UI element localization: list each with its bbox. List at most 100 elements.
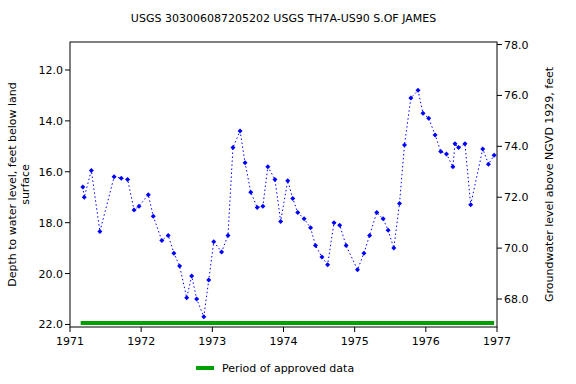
series-line	[83, 90, 494, 316]
data-point	[248, 190, 253, 195]
y2-tick-label: 70.0	[504, 242, 529, 255]
y-tick	[65, 273, 70, 274]
data-point	[89, 168, 94, 173]
chart: USGS 303006087205202 USGS TH7A-US90 S.OF…	[0, 0, 576, 384]
y2-tick	[497, 299, 502, 300]
data-point	[119, 176, 124, 181]
y-tick-label: 14.0	[39, 115, 64, 128]
data-point	[243, 160, 248, 165]
data-point	[194, 297, 199, 302]
x-tick	[141, 327, 142, 332]
data-point	[230, 145, 235, 150]
data-point	[486, 162, 491, 167]
x-tick	[497, 327, 498, 332]
data-point	[355, 267, 360, 272]
data-point	[433, 132, 438, 137]
data-point	[344, 243, 349, 248]
data-point	[308, 225, 313, 230]
y-tick	[65, 222, 70, 223]
data-point	[184, 295, 189, 300]
y2-tick	[497, 95, 502, 96]
y2-tick-label: 72.0	[504, 191, 529, 204]
x-tick-label: 1976	[412, 335, 440, 348]
data-point	[426, 116, 431, 121]
data-point	[456, 145, 461, 150]
title: USGS 303006087205202 USGS TH7A-US90 S.OF…	[131, 12, 436, 25]
legend-swatch	[196, 366, 214, 370]
data-point	[159, 238, 164, 243]
data-point	[189, 274, 194, 279]
data-point	[462, 141, 467, 146]
plot-area	[80, 88, 496, 323]
x-tick	[212, 327, 213, 332]
data-point	[171, 251, 176, 256]
data-point	[238, 129, 243, 134]
data-point	[80, 185, 85, 190]
background	[0, 0, 576, 384]
data-point	[420, 111, 425, 116]
data-point	[402, 143, 407, 148]
y-tick-label: 16.0	[39, 166, 64, 179]
y2-tick	[497, 44, 502, 45]
y2-tick	[497, 248, 502, 249]
y-tick-label: 18.0	[39, 217, 64, 230]
y2-tick-label: 78.0	[504, 39, 529, 52]
x-tick-label: 1975	[341, 335, 369, 348]
data-point	[397, 201, 402, 206]
x-tick-label: 1974	[270, 335, 298, 348]
x-tick-label: 1971	[56, 335, 84, 348]
data-point	[374, 210, 379, 215]
x-tick	[283, 327, 284, 332]
legend-label: Period of approved data	[222, 362, 354, 375]
data-point	[313, 243, 318, 248]
y2-tick	[497, 146, 502, 147]
data-point	[278, 219, 283, 224]
data-point	[97, 229, 102, 234]
y-axis-label: surface	[19, 164, 32, 205]
data-point	[492, 153, 497, 158]
y2-tick	[497, 197, 502, 198]
y-tick	[65, 324, 70, 325]
data-point	[444, 151, 449, 156]
y-tick	[65, 120, 70, 121]
data-point	[325, 262, 330, 267]
data-point	[295, 210, 300, 215]
x-tick-label: 1972	[127, 335, 155, 348]
data-point	[255, 205, 260, 210]
y-tick	[65, 69, 70, 70]
data-point	[337, 223, 342, 228]
plot-frame	[70, 42, 497, 327]
data-point	[206, 277, 211, 282]
y2-tick-label: 74.0	[504, 140, 529, 153]
x-tick	[425, 327, 426, 332]
data-point	[285, 178, 290, 183]
data-point	[219, 249, 224, 254]
data-point	[302, 216, 307, 221]
data-point	[386, 228, 391, 233]
data-point	[391, 246, 396, 251]
y2-tick-label: 68.0	[504, 293, 529, 306]
data-point	[367, 233, 372, 238]
data-point	[132, 207, 137, 212]
data-point	[225, 233, 230, 238]
data-point	[272, 177, 277, 182]
data-point	[260, 204, 265, 209]
y-tick	[65, 171, 70, 172]
data-point	[290, 196, 295, 201]
data-point	[125, 177, 130, 182]
data-point	[112, 174, 117, 179]
x-tick	[354, 327, 355, 332]
y2-axis-label: Groundwater level above NGVD 1929, feet	[543, 66, 556, 302]
data-point	[416, 88, 421, 93]
data-point	[146, 192, 151, 197]
y-tick-label: 22.0	[39, 318, 64, 331]
data-point	[265, 164, 270, 169]
data-point	[166, 233, 171, 238]
data-point	[453, 141, 458, 146]
data-point	[480, 146, 485, 151]
data-point	[211, 239, 216, 244]
approved-period	[81, 321, 494, 325]
data-point	[201, 314, 206, 319]
y-tick-label: 20.0	[39, 268, 64, 281]
y-tick-label: 12.0	[39, 64, 64, 77]
